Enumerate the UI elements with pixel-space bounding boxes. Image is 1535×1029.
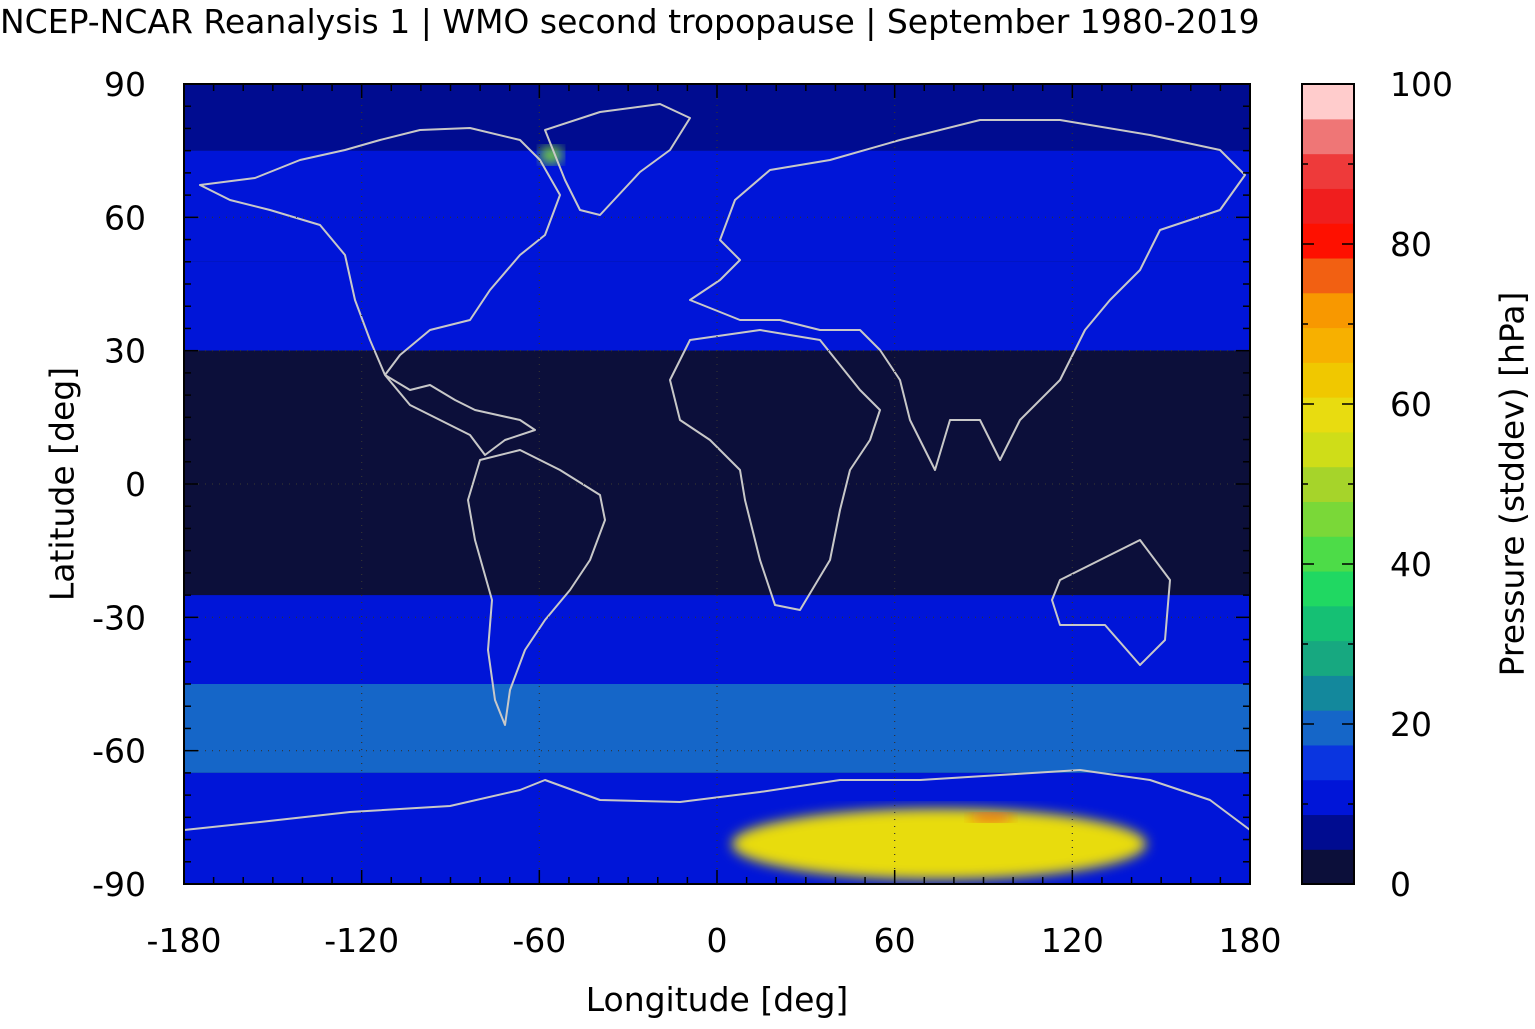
y-tick-label: 90 (104, 65, 146, 104)
colorbar-tick-label: 40 (1390, 545, 1432, 584)
colorbar-tick-label: 0 (1390, 865, 1411, 904)
latitude-band (184, 150, 1250, 262)
coast-north-america (199, 127, 561, 456)
x-tick-label: -120 (324, 921, 399, 960)
colorbar-swatch (1302, 466, 1354, 502)
colorbar-swatch (1302, 362, 1354, 398)
x-tick-label: 60 (874, 921, 916, 960)
colorbar-swatch (1302, 431, 1354, 468)
colorbar-swatch (1302, 118, 1354, 155)
axis-ticks (183, 83, 1251, 885)
y-tick-labels: -90 -60 -30 0 30 60 90 (92, 65, 146, 904)
colorbar-swatch (1302, 327, 1354, 363)
colorbar-swatch (1302, 257, 1354, 294)
y-tick-label: 60 (104, 198, 146, 237)
colorbar-swatch (1302, 814, 1354, 850)
y-tick-label: 0 (125, 465, 146, 504)
coast-south-america (467, 449, 606, 726)
latitude-band (184, 350, 1250, 596)
colorbar (1301, 83, 1355, 885)
colorbar-tick-label: 60 (1390, 385, 1432, 424)
coast-antarctica (184, 769, 1250, 831)
x-tick-label: 0 (707, 921, 728, 960)
colorbar-tick-labels: 0 20 40 60 80 100 (1390, 65, 1453, 904)
colorbar-swatch (1302, 84, 1354, 120)
colorbar-swatch (1302, 292, 1354, 329)
colorbar-swatch (1302, 570, 1354, 607)
colorbar-tick-label: 80 (1390, 225, 1432, 264)
y-tick-label: 30 (104, 332, 146, 371)
colorbar-swatch (1302, 223, 1354, 259)
colorbar-tick-label: 20 (1390, 705, 1432, 744)
latitude-band (184, 261, 1250, 351)
colorbar-swatch (1302, 536, 1354, 572)
y-axis-label: Latitude [deg] (42, 366, 82, 602)
x-tick-label: -180 (147, 921, 222, 960)
colorbar-swatch (1302, 605, 1354, 642)
y-tick-label: -60 (92, 732, 146, 771)
field-feature (968, 812, 1014, 822)
gridlines (184, 84, 1250, 884)
coast-africa (669, 329, 881, 611)
colorbar-swatch (1302, 640, 1354, 676)
coast-eurasia (689, 119, 1246, 471)
colorbar-swatch (1302, 744, 1354, 781)
x-tick-label: 180 (1219, 921, 1282, 960)
colorbar-tick-label: 100 (1390, 65, 1453, 104)
colorbar-swatch (1302, 153, 1354, 189)
colorbar-swatch (1302, 849, 1354, 885)
x-tick-labels: -180 -120 -60 0 60 120 180 (147, 921, 1282, 960)
latitude-band (184, 595, 1250, 684)
coast-greenland (544, 103, 691, 216)
field-feature (731, 808, 1147, 880)
chart-title: NCEP-NCAR Reanalysis 1 | WMO second trop… (0, 2, 1260, 41)
colorbar-swatch (1302, 188, 1354, 224)
x-tick-label: -60 (512, 921, 566, 960)
colorbar-swatch (1302, 710, 1354, 746)
coast-australia (1051, 539, 1171, 666)
colorbar-swatch (1302, 675, 1354, 711)
field-feature (539, 146, 564, 164)
x-tick-label: 120 (1041, 921, 1104, 960)
y-tick-label: -90 (92, 865, 146, 904)
colorbar-swatch (1302, 779, 1354, 816)
y-tick-label: -30 (92, 598, 146, 637)
x-axis-label: Longitude [deg] (585, 980, 849, 1019)
colorbar-label: Pressure (stddev) [hPa] (1492, 291, 1532, 677)
colorbar-swatch (1302, 397, 1354, 433)
coastlines (184, 103, 1250, 831)
colorbar-swatch (1302, 501, 1354, 537)
